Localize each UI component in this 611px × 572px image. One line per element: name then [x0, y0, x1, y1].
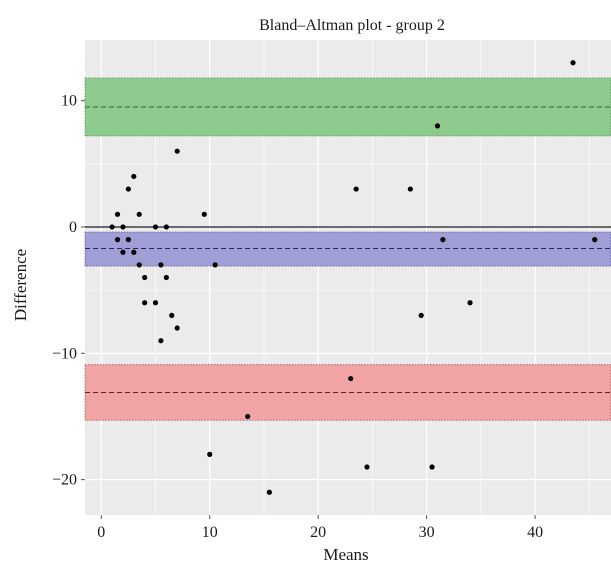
y-tick-label: −10 [52, 345, 77, 362]
data-point [158, 338, 164, 344]
agreement-band [84, 77, 611, 137]
agreement-bands [84, 77, 611, 421]
data-point [114, 237, 121, 243]
data-point [114, 211, 121, 217]
data-point [201, 211, 207, 217]
data-point [158, 262, 164, 268]
data-point [131, 173, 137, 180]
y-tick-label: −20 [52, 472, 77, 489]
data-point [407, 186, 413, 192]
y-tick-label: 0 [69, 219, 77, 236]
data-point [142, 300, 148, 306]
data-point [142, 274, 148, 281]
data-point [245, 413, 251, 420]
x-tick-label: 40 [527, 524, 543, 541]
x-tick-label: 30 [419, 524, 435, 541]
data-point [120, 249, 126, 255]
agreement-band [84, 364, 611, 421]
data-point [418, 312, 424, 318]
reference-lines [85, 106, 611, 393]
data-point [570, 60, 576, 66]
chart-title: Bland–Altman plot - group 2 [259, 17, 445, 34]
data-point [348, 375, 354, 382]
data-point [207, 451, 213, 457]
data-point [266, 489, 272, 495]
data-point [174, 325, 180, 331]
data-point [120, 224, 126, 230]
x-tick-label: 0 [97, 524, 105, 541]
data-point [440, 237, 446, 243]
data-point [136, 211, 142, 217]
y-tick-label: 10 [61, 93, 77, 110]
x-axis-ticks: 0 10 20 30 40 [97, 515, 543, 541]
data-point [364, 464, 370, 470]
x-tick-label: 10 [202, 524, 218, 541]
data-point [125, 237, 131, 243]
x-axis-title: Means [323, 545, 368, 564]
data-point [125, 186, 131, 192]
data-point [353, 186, 359, 192]
data-point [467, 300, 473, 306]
y-axis-ticks: −20 −10 0 10 [52, 93, 85, 489]
y-axis-title: Difference [11, 249, 30, 321]
data-point [434, 123, 441, 129]
data-point [592, 237, 598, 243]
data-point [152, 224, 159, 230]
data-point [136, 262, 142, 268]
data-point [212, 262, 218, 268]
data-point [131, 249, 137, 255]
data-point [109, 224, 115, 230]
data-points [109, 60, 598, 495]
data-point [163, 274, 169, 281]
x-tick-label: 20 [310, 524, 326, 541]
agreement-band [84, 231, 611, 267]
data-point [169, 312, 175, 318]
data-point [152, 300, 159, 306]
data-point [174, 148, 180, 154]
data-point [163, 224, 169, 230]
data-point [429, 464, 435, 470]
